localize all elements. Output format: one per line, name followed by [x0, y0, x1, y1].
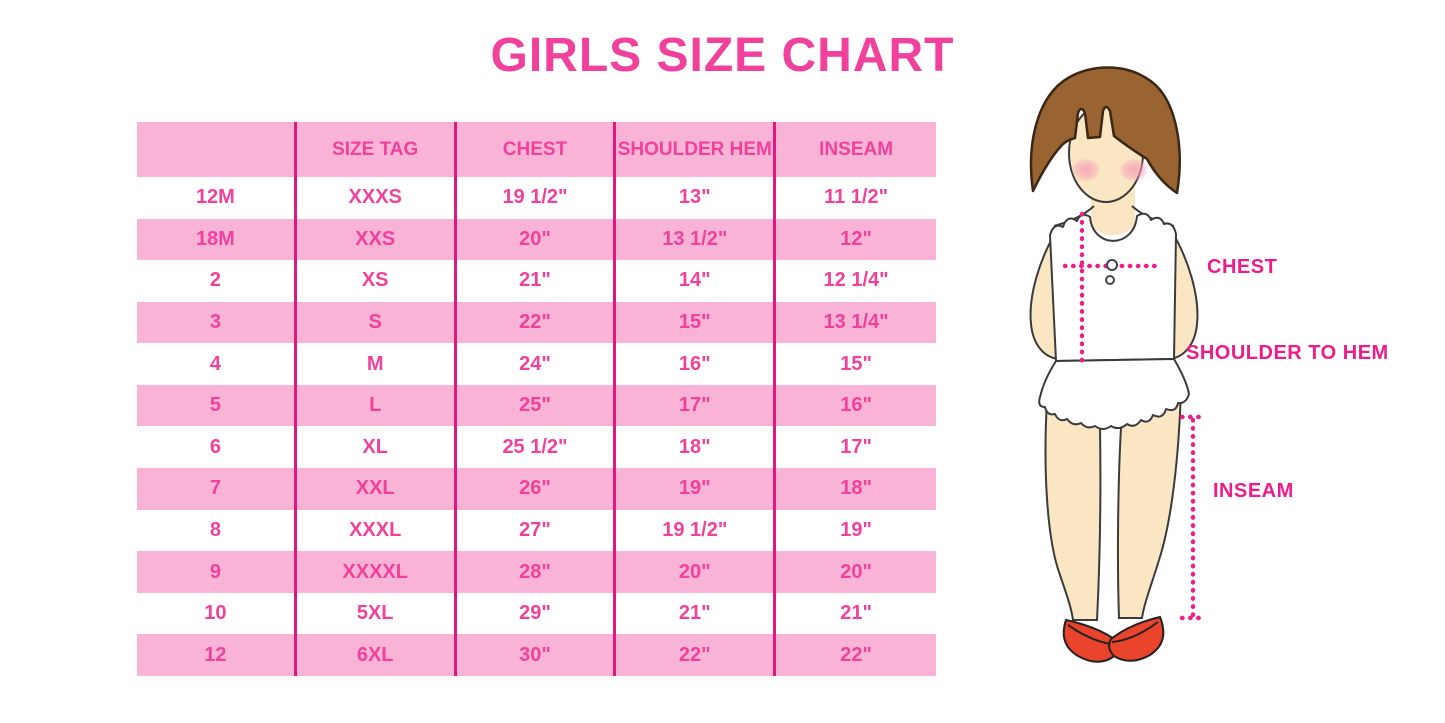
table-cell: 20": [456, 218, 617, 261]
table-cell: 13 1/2": [616, 218, 777, 261]
table-cell: 12M: [137, 177, 297, 219]
table-cell: 18": [776, 468, 936, 510]
hair: [1029, 66, 1181, 195]
inseam-label: INSEAM: [1213, 480, 1294, 502]
table-cell: 22": [776, 634, 936, 676]
table-cell: 11 1/2": [824, 186, 889, 209]
table-cell: 19": [616, 468, 777, 510]
table-cell: 10: [137, 592, 297, 635]
table-cell: 12": [776, 218, 936, 261]
column-header: [137, 122, 297, 177]
right-leg: [1116, 386, 1183, 619]
table-cell: XXS: [296, 218, 457, 261]
table-cell: XXL: [296, 468, 457, 510]
table-cell: 7: [137, 468, 297, 510]
table-cell: 22": [616, 634, 777, 676]
right-shoe-strap: [1111, 621, 1159, 643]
column-header: INSEAM: [776, 122, 936, 177]
column-header: SHOULDER HEM: [616, 122, 777, 177]
table-cell: 3: [137, 301, 297, 344]
table-cell: 13": [616, 177, 777, 219]
table-cell: 24": [457, 343, 617, 385]
page-title: GIRLS SIZE CHART: [490, 29, 955, 82]
table-cell: 25 1/2": [457, 426, 617, 469]
right-cheek: [1119, 158, 1149, 182]
girl-measurement-diagram: CHEST SHOULDER TO HEM INSEAM: [1029, 66, 1389, 663]
column-header: CHEST: [456, 122, 617, 177]
table-cell: XXXXL: [296, 551, 457, 593]
table-cell: 21": [616, 592, 777, 635]
table-cell: 18": [616, 426, 777, 469]
table-cell: 22": [456, 301, 617, 344]
table-cell: XS: [297, 260, 457, 302]
table-cell: 20": [776, 551, 936, 593]
table-cell: 5: [137, 384, 297, 427]
table-cell: 13 1/4": [776, 301, 936, 344]
right-arm: [1168, 226, 1199, 361]
top-button-2: [1105, 275, 1115, 285]
table-cell: XXXL: [297, 509, 457, 552]
table-cell: 16": [616, 343, 777, 385]
table-cell: 29": [457, 592, 617, 635]
table-cell: 20": [616, 551, 777, 593]
table-cell: 12 1/4": [823, 269, 889, 292]
table-cell: 26": [456, 468, 617, 510]
table-cell: 19 1/2": [457, 177, 617, 219]
table-cell: 14": [616, 260, 777, 302]
table-cell: 27": [457, 509, 617, 552]
chest-label: CHEST: [1207, 256, 1277, 278]
table-cell: 17": [840, 435, 872, 458]
table-cell: 21": [840, 602, 872, 625]
table-cell: 30": [456, 634, 617, 676]
shoulder-to-hem-label: SHOULDER TO HEM: [1186, 342, 1389, 364]
table-cell: 9: [137, 551, 297, 593]
table-cell: 15": [840, 352, 872, 375]
table-cell: XL: [297, 426, 457, 469]
table-cell: 15": [616, 301, 777, 344]
table-cell: 21": [457, 260, 617, 302]
table-cell: 6: [137, 426, 297, 469]
table-cell: M: [297, 343, 457, 385]
table-cell: 8: [137, 509, 297, 552]
table-cell: 5XL: [297, 592, 457, 635]
top-button-1: [1106, 259, 1118, 271]
table-cell: 25": [456, 384, 617, 427]
table-cell: 6XL: [296, 634, 457, 676]
table-cell: 18M: [137, 218, 297, 261]
table-cell: 19 1/2": [616, 509, 777, 552]
table-cell: 19": [840, 518, 872, 541]
table-cell: 4: [137, 343, 297, 385]
table-cell: S: [296, 301, 457, 344]
top-garment: [1049, 212, 1177, 362]
table-cell: XXXS: [297, 177, 457, 219]
table-cell: 16": [776, 384, 936, 427]
left-cheek: [1071, 158, 1101, 182]
left-leg: [1044, 398, 1102, 621]
table-cell: 12: [137, 634, 297, 676]
table-cell: 2: [137, 260, 297, 302]
table-cell: 17": [616, 384, 777, 427]
skirt: [1038, 358, 1190, 430]
column-header: SIZE TAG: [296, 122, 457, 177]
girls-size-table: SIZE TAG CHEST SHOULDER HEM INSEAM 12M XXXS 19…: [137, 122, 936, 676]
table-cell: L: [296, 384, 457, 427]
table-cell: 28": [456, 551, 617, 593]
